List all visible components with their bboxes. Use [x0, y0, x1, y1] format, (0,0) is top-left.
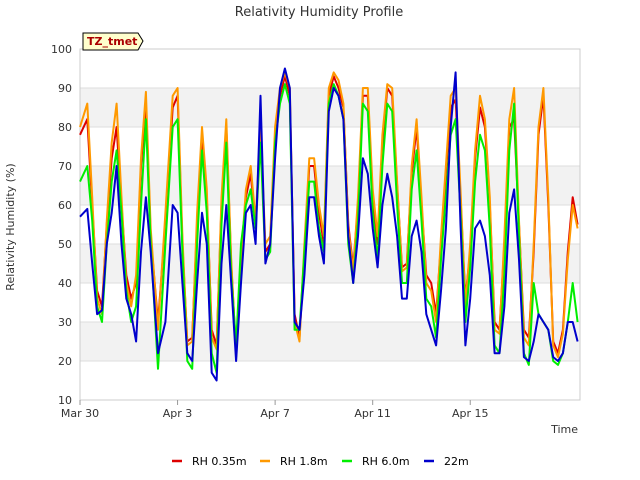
series-layer [79, 67, 579, 382]
legend-label-2: RH 6.0m [362, 455, 410, 468]
x-tick-label: Apr 11 [354, 407, 391, 420]
legend: RH 0.35m RH 1.8m RH 6.0m 22m [172, 455, 469, 468]
x-tick-label: Mar 30 [61, 407, 99, 420]
y-band [80, 166, 580, 205]
y-tick-label: 100 [51, 43, 72, 56]
y-tick-label: 60 [58, 199, 72, 212]
station-tag-label: TZ_tmet [87, 35, 137, 48]
series-line-3 [79, 67, 579, 382]
y-tick-label: 50 [58, 238, 72, 251]
station-tag-box [82, 32, 144, 51]
x-axis-ticks: Mar 30 Apr 3 Apr 7 Apr 11 Apr 15 [61, 400, 489, 420]
x-tick-label: Apr 3 [163, 407, 193, 420]
y-tick-label: 30 [58, 316, 72, 329]
y-tick-label: 90 [58, 82, 72, 95]
legend-label-3: 22m [444, 455, 469, 468]
legend-label-0: RH 0.35m [192, 455, 247, 468]
station-tag: TZ_tmet [82, 32, 144, 51]
x-tick-label: Apr 7 [260, 407, 290, 420]
x-tick-label: Apr 15 [452, 407, 489, 420]
y-tick-label: 40 [58, 277, 72, 290]
y-tick-label: 70 [58, 160, 72, 173]
y-tick-label: 80 [58, 121, 72, 134]
y-axis-ticks: 10 20 30 40 50 60 70 80 90 100 [51, 43, 72, 407]
y-tick-label: 10 [58, 394, 72, 407]
series-line-1 [79, 71, 579, 359]
x-axis-label: Time [550, 423, 578, 436]
chart-title: Relativity Humidity Profile [235, 5, 403, 20]
y-axis-label: Relativity Humidity (%) [4, 163, 17, 290]
legend-label-1: RH 1.8m [280, 455, 328, 468]
y-tick-label: 20 [58, 355, 72, 368]
plot-border [79, 48, 581, 401]
series-line-2 [79, 83, 579, 374]
